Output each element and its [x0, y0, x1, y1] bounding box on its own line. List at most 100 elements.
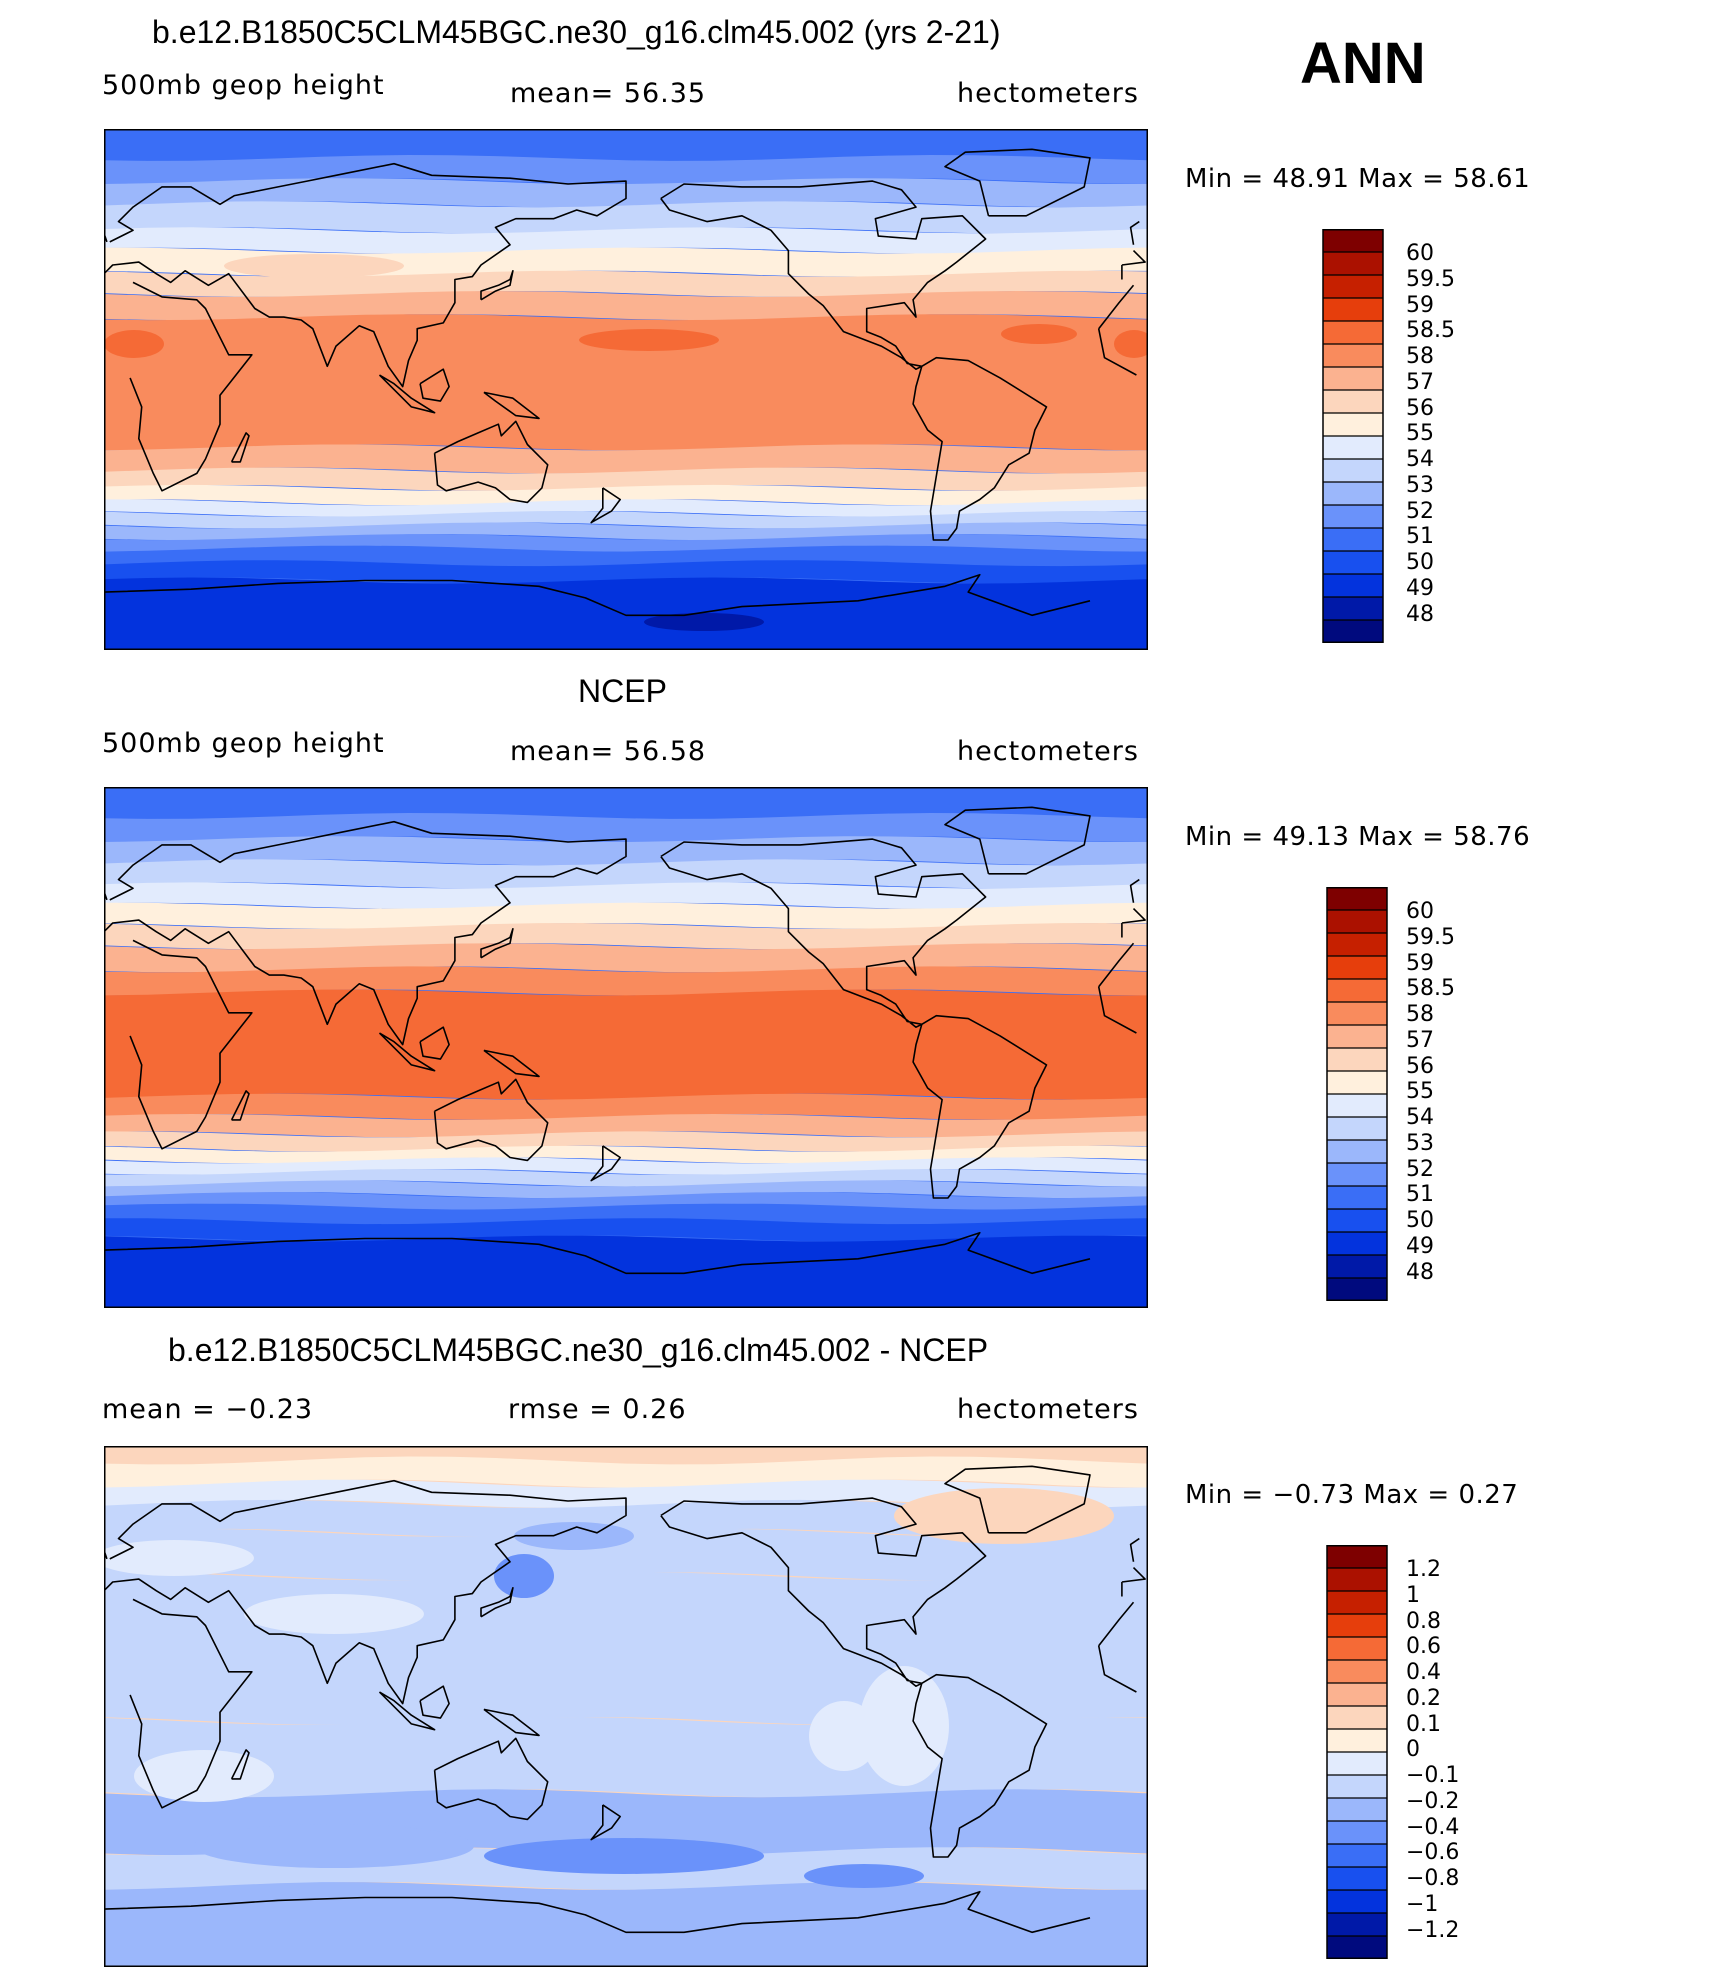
contour-band: [104, 1180, 1148, 1199]
contour-band: [104, 1157, 1148, 1175]
contour-features: [104, 254, 1148, 631]
coastline-madagascar: [230, 1749, 250, 1780]
contour-patch: [244, 1594, 424, 1634]
colorbar-label: 57: [1406, 370, 1434, 395]
contour-band: [104, 989, 1148, 1100]
colorbar-label: 55: [1406, 421, 1434, 446]
variable-label: 500mb geop height: [102, 728, 385, 759]
colorbar-swatch: [1327, 1660, 1387, 1684]
minmax-label: Min = 48.91 Max = 58.61: [1185, 164, 1531, 194]
contour-band: [104, 129, 1148, 161]
colorbar-swatch: [1327, 1545, 1387, 1569]
coastline-australia: [433, 1078, 549, 1162]
coastline-africa: [129, 939, 1137, 1150]
colorbar-label: 0.8: [1406, 1609, 1441, 1634]
coastline-greenland: [944, 806, 1091, 875]
coastline-indonesia: [378, 1691, 436, 1731]
colorbar-label: 0.6: [1406, 1634, 1441, 1659]
colorbar-swatch: [1323, 482, 1383, 506]
colorbar-swatch: [1323, 551, 1383, 575]
season-label: ANN: [1300, 31, 1426, 96]
colorbar-swatch: [1323, 620, 1383, 643]
colorbar-swatch: [1323, 344, 1383, 368]
contour-band: [104, 1131, 1148, 1152]
colorbar-swatch: [1327, 1844, 1387, 1868]
map-model: [104, 129, 1148, 650]
contour-band: [104, 155, 1148, 185]
rmse-label: rmse = 0.26: [508, 1394, 687, 1425]
contour-patch: [224, 254, 404, 278]
coastline-newguinea: [483, 391, 540, 420]
colorbar-swatch: [1327, 1729, 1387, 1753]
contour-band: [104, 511, 1148, 529]
colorbar-swatch: [1327, 1232, 1387, 1256]
contour-fill: [104, 129, 1148, 650]
mean-label: mean= 56.58: [510, 736, 707, 767]
colorbar-label: 60: [1406, 899, 1434, 924]
coastline-indonesia: [378, 1032, 436, 1072]
coastlines: [104, 148, 1146, 617]
colorbar-swatch: [1323, 367, 1383, 391]
contour-band: [104, 227, 1148, 254]
colorbar-swatch: [1323, 597, 1383, 621]
mean-label: mean= 56.35: [510, 78, 707, 109]
colorbar-swatch: [1327, 910, 1387, 934]
contour-patch: [104, 330, 164, 358]
colorbar-swatch: [1323, 275, 1383, 299]
coastline-antarctica: [104, 1890, 1091, 1934]
colorbar-swatch: [1327, 1913, 1387, 1937]
contour-band: [104, 1499, 1148, 1537]
contour-patch: [1114, 330, 1148, 358]
colorbar-label: 0: [1406, 1737, 1420, 1762]
colorbar-swatch: [1327, 1591, 1387, 1615]
contour-patch: [634, 1584, 854, 1628]
colorbar-label: 49: [1406, 576, 1434, 601]
colorbar-svg: [1322, 229, 1384, 643]
coastline-samerica: [912, 356, 1048, 541]
colorbar-label: 59.5: [1406, 925, 1455, 950]
colorbar-swatch: [1327, 1798, 1387, 1822]
contour-band: [104, 1169, 1148, 1187]
contour-fill: [104, 787, 1148, 1308]
coastline-samerica: [912, 1014, 1048, 1199]
coastline-namerica: [660, 180, 987, 370]
coastline-europe_asia: [104, 1479, 1146, 1705]
colorbar-swatch: [1323, 436, 1383, 460]
map-obs: [104, 787, 1148, 1308]
colorbar-frame: [1326, 1545, 1388, 1959]
colorbar-label: 58.5: [1406, 318, 1455, 343]
contour-band: [104, 1145, 1148, 1164]
panel-title: b.e12.B1850C5CLM45BGC.ne30_g16.clm45.002…: [152, 14, 1001, 50]
contour-band: [104, 201, 1148, 234]
contour-band: [104, 534, 1148, 552]
colorbar-label: −1: [1406, 1892, 1439, 1917]
colorbar-swatch: [1327, 1002, 1387, 1026]
contour-band: [104, 560, 1148, 584]
colorbar-label: 58: [1406, 1002, 1434, 1027]
coastline-borneo: [419, 1026, 450, 1060]
contour-features: [104, 1488, 1114, 1888]
colorbar-swatch: [1327, 1025, 1387, 1049]
coastline-namerica: [660, 838, 987, 1028]
colorbar-label: 52: [1406, 1157, 1434, 1182]
colorbar-label: 1.2: [1406, 1557, 1441, 1582]
contour-band: [104, 1882, 1148, 1967]
colorbar-swatch: [1323, 574, 1383, 598]
colorbar-label: 52: [1406, 499, 1434, 524]
colorbar-label: 53: [1406, 473, 1434, 498]
colorbar-swatch: [1327, 1209, 1387, 1233]
colorbar-swatch: [1327, 1094, 1387, 1118]
colorbar-label: 53: [1406, 1131, 1434, 1156]
colorbar-label: 58: [1406, 344, 1434, 369]
colorbar-swatch: [1327, 1752, 1387, 1776]
colorbar-swatch: [1327, 1890, 1387, 1914]
contour-band: [104, 1218, 1148, 1242]
colorbar-swatch: [1327, 1278, 1387, 1301]
contour-band: [104, 484, 1148, 506]
coastline-newzealand: [590, 487, 621, 524]
colorbar-swatch: [1327, 1117, 1387, 1141]
contour-patch: [644, 613, 764, 631]
coastline-borneo: [419, 368, 450, 402]
colorbar-swatch: [1323, 505, 1383, 529]
colorbar-swatch: [1323, 252, 1383, 276]
